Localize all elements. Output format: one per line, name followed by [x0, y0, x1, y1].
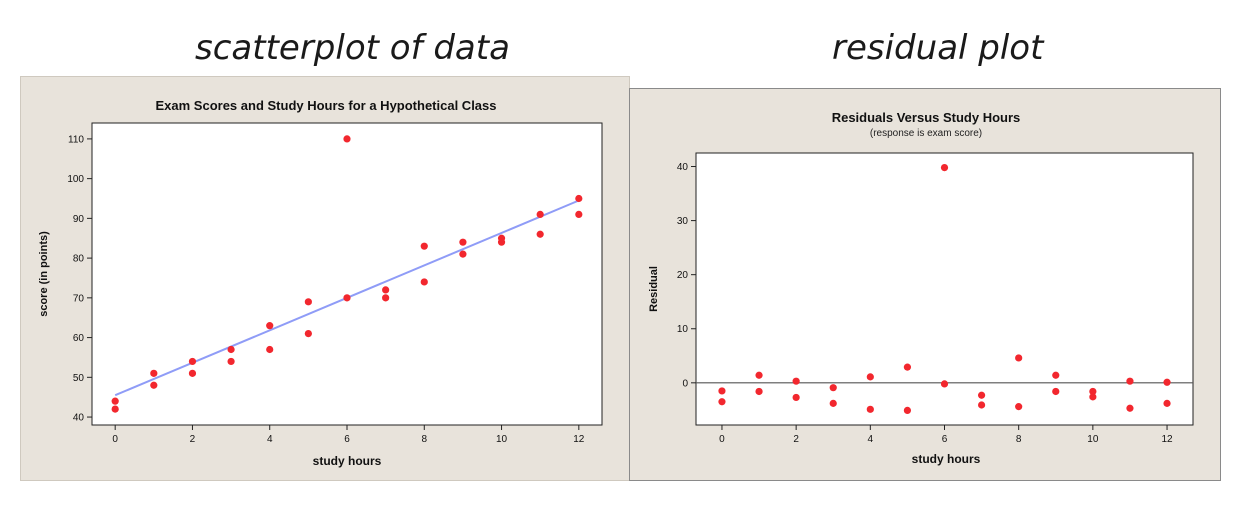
x-axis-label: study hours — [912, 452, 981, 466]
data-point — [792, 377, 800, 385]
y-tick-label: 30 — [677, 216, 689, 227]
data-point — [227, 345, 235, 354]
data-point — [266, 322, 274, 330]
x-tick-label: 10 — [496, 434, 508, 445]
y-tick-label: 50 — [73, 373, 85, 384]
data-point — [755, 371, 763, 379]
data-point — [111, 397, 119, 405]
data-point — [188, 369, 197, 377]
scatterplot-chart: Exam Scores and Study Hours for a Hypoth… — [38, 98, 603, 468]
data-point — [940, 164, 949, 172]
y-tick-label: 70 — [73, 293, 85, 304]
x-tick-label: 10 — [1087, 434, 1099, 445]
data-point — [459, 250, 467, 258]
data-point — [1052, 387, 1060, 396]
data-point — [866, 373, 874, 381]
data-point — [829, 399, 837, 407]
x-tick-label: 12 — [1161, 434, 1173, 445]
y-tick-label: 110 — [68, 134, 84, 145]
data-point — [1089, 387, 1097, 396]
y-tick-label: 90 — [73, 214, 85, 225]
y-axis-label: Residual — [648, 266, 660, 312]
data-point — [304, 298, 312, 306]
data-point — [755, 387, 763, 396]
data-point — [1163, 399, 1171, 407]
data-point — [266, 345, 274, 354]
y-tick-label: 60 — [73, 333, 85, 344]
data-point — [1015, 403, 1023, 411]
plot-area — [695, 152, 1194, 426]
data-point — [382, 294, 390, 302]
y-tick-label: 80 — [73, 254, 85, 265]
x-tick-label: 2 — [190, 434, 196, 445]
x-tick-label: 0 — [112, 434, 118, 445]
x-tick-label: 6 — [344, 434, 350, 445]
x-tick-label: 6 — [942, 434, 948, 445]
data-point — [718, 387, 726, 395]
chart-marks: 0 2 4 6 8 10 12 40 50 60 70 80 90 100 110 — [67, 134, 585, 445]
scatterplot-heading: scatterplot of data — [195, 28, 510, 68]
y-tick-label: 0 — [682, 378, 688, 389]
data-point — [420, 278, 428, 286]
data-point — [304, 330, 312, 338]
data-point — [227, 357, 235, 366]
data-point — [866, 405, 874, 413]
x-tick-label: 8 — [1016, 434, 1022, 445]
data-point — [903, 363, 912, 371]
data-point — [940, 380, 949, 388]
y-tick-label: 40 — [73, 413, 85, 424]
data-point — [382, 286, 390, 294]
data-point — [903, 406, 912, 414]
data-point — [150, 381, 158, 389]
x-tick-label: 12 — [573, 434, 585, 445]
data-point — [420, 242, 428, 250]
data-point — [111, 405, 119, 413]
data-point — [536, 210, 544, 218]
x-tick-label: 4 — [868, 434, 874, 445]
data-point — [1089, 393, 1097, 401]
data-point — [977, 391, 986, 399]
data-point — [459, 238, 467, 246]
chart-marks: 0 2 4 6 8 10 12 0 10 20 30 40 — [677, 162, 1193, 445]
data-point — [1126, 404, 1134, 412]
data-point — [1015, 354, 1023, 362]
x-tick-label: 0 — [719, 434, 725, 445]
data-point — [536, 230, 544, 238]
residual-plot-heading: residual plot — [832, 28, 1044, 68]
plot-area — [91, 122, 603, 426]
chart-subtitle: (response is exam score) — [870, 128, 982, 139]
y-axis-label: score (in points) — [38, 231, 50, 317]
data-point — [718, 398, 726, 406]
x-tick-label: 8 — [421, 434, 427, 445]
y-tick-label: 10 — [677, 324, 689, 335]
chart-title: Exam Scores and Study Hours for a Hypoth… — [156, 98, 497, 113]
y-tick-label: 40 — [677, 162, 689, 173]
data-point — [575, 194, 583, 203]
scatterplot-panel: Exam Scores and Study Hours for a Hypoth… — [20, 76, 630, 481]
data-point — [1052, 371, 1060, 379]
data-point — [188, 357, 197, 366]
residual-chart: Residuals Versus Study Hours (response i… — [648, 110, 1194, 466]
y-tick-label: 20 — [677, 270, 689, 281]
data-point — [1126, 377, 1134, 385]
data-point — [575, 210, 583, 218]
data-point — [829, 384, 837, 392]
x-tick-label: 4 — [267, 434, 273, 445]
data-point — [150, 369, 158, 377]
data-point — [497, 238, 506, 246]
data-point — [792, 393, 800, 402]
x-axis-label: study hours — [313, 454, 382, 468]
x-tick-label: 2 — [793, 434, 799, 445]
y-tick-label: 100 — [67, 174, 84, 185]
data-point — [343, 294, 351, 302]
data-point — [343, 135, 351, 143]
data-point — [1163, 378, 1171, 386]
residual-panel: Residuals Versus Study Hours (response i… — [629, 88, 1221, 481]
chart-title: Residuals Versus Study Hours — [832, 110, 1021, 125]
data-point — [977, 401, 986, 409]
